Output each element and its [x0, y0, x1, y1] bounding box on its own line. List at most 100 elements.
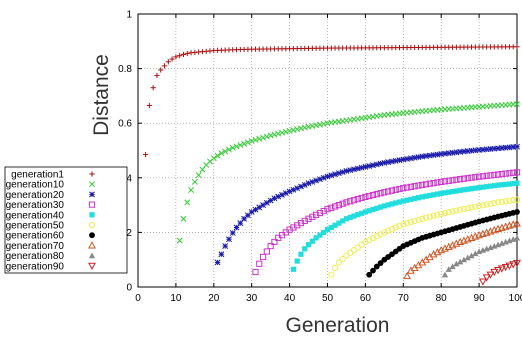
data-point	[150, 85, 156, 91]
legend-marker	[88, 241, 96, 249]
data-point	[180, 51, 187, 58]
legend: generation1generation10generation20gener…	[4, 166, 128, 274]
data-point	[158, 67, 164, 73]
data-point	[423, 193, 429, 199]
data-point	[400, 185, 407, 192]
x-tick-label: 40	[284, 293, 296, 304]
data-point	[237, 142, 244, 148]
data-point	[494, 199, 502, 206]
data-point	[340, 218, 346, 224]
data-point	[499, 182, 505, 188]
data-point	[498, 170, 505, 178]
data-point	[449, 177, 456, 184]
data-point	[497, 265, 506, 273]
data-point	[248, 137, 255, 144]
x-tick-label: 60	[360, 293, 372, 304]
data-point	[184, 50, 190, 57]
data-point	[495, 182, 501, 188]
data-point	[510, 197, 517, 204]
data-point	[267, 242, 274, 250]
data-point	[233, 143, 240, 150]
data-point	[400, 198, 406, 204]
data-point	[210, 155, 217, 162]
data-point	[453, 207, 460, 214]
data-point	[347, 198, 354, 205]
legend-marker	[88, 221, 96, 229]
data-point	[486, 271, 495, 279]
data-point	[263, 199, 270, 206]
data-point	[514, 44, 520, 50]
data-point	[218, 251, 225, 258]
data-point	[191, 178, 198, 185]
data-point	[453, 176, 460, 183]
series-generation40	[290, 180, 520, 272]
data-point	[259, 253, 267, 261]
legend-marker	[88, 201, 96, 208]
data-point	[434, 191, 441, 197]
data-point	[350, 197, 358, 204]
data-point	[366, 271, 373, 278]
data-point	[313, 211, 320, 219]
data-point	[302, 246, 308, 252]
y-tick-label: 1	[126, 10, 132, 21]
data-point	[366, 208, 372, 214]
data-point	[389, 201, 395, 207]
data-point	[472, 185, 478, 191]
y-axis-title: Distance	[90, 54, 113, 136]
data-point	[385, 202, 391, 208]
data-point	[426, 180, 433, 187]
data-point	[332, 171, 339, 178]
data-point	[359, 210, 365, 216]
data-point	[370, 206, 376, 213]
data-point	[411, 217, 418, 225]
data-point	[393, 200, 399, 206]
data-point	[146, 102, 152, 109]
data-point	[480, 184, 486, 190]
series-generation1	[142, 44, 520, 158]
data-point	[476, 185, 482, 191]
x-tick-label: 30	[246, 293, 258, 304]
data-point	[491, 171, 498, 179]
data-point	[464, 205, 471, 212]
data-point	[514, 143, 520, 150]
data-point	[267, 132, 274, 139]
legend-marker	[89, 212, 95, 218]
data-point	[403, 184, 411, 191]
legend-label: generation90	[6, 261, 65, 272]
data-point	[476, 173, 483, 180]
data-point	[408, 196, 414, 202]
data-point	[396, 222, 403, 229]
data-point	[513, 196, 521, 203]
data-point	[222, 148, 229, 155]
data-point	[419, 194, 425, 200]
series-generation90	[478, 259, 521, 286]
legend-marker	[89, 181, 95, 188]
data-point	[505, 262, 514, 270]
data-point	[468, 174, 475, 181]
data-point	[422, 214, 430, 221]
data-point	[328, 172, 335, 179]
data-point	[373, 191, 380, 198]
data-point	[275, 130, 282, 137]
data-point	[446, 189, 452, 195]
data-point	[510, 169, 517, 176]
legend-label: generation10	[6, 180, 65, 191]
series-generation50	[328, 196, 521, 278]
data-point	[385, 227, 392, 234]
data-point	[460, 175, 468, 182]
data-point	[195, 172, 202, 179]
data-point	[343, 199, 350, 206]
data-point	[370, 162, 376, 169]
data-point	[464, 175, 471, 182]
data-point	[385, 188, 392, 195]
data-point	[252, 136, 259, 143]
data-point	[411, 183, 418, 190]
data-point	[502, 198, 509, 205]
data-point	[218, 150, 225, 157]
data-point	[328, 271, 335, 278]
data-point	[460, 205, 468, 213]
data-point	[438, 178, 445, 185]
data-point	[324, 173, 331, 180]
data-point	[388, 187, 396, 194]
data-point	[309, 238, 315, 244]
